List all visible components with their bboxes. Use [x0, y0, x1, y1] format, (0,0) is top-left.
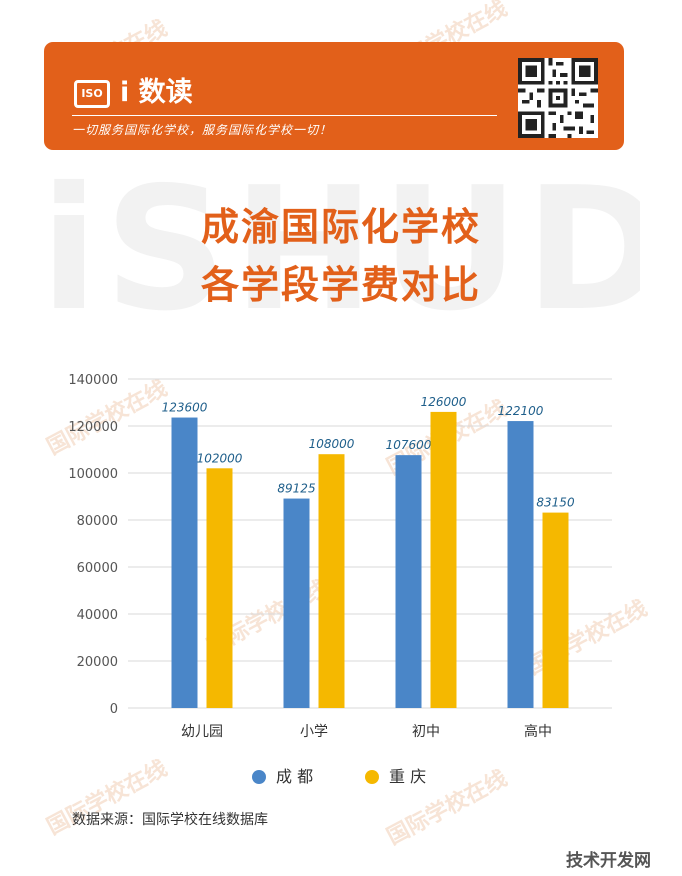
legend-label: 重 庆: [389, 767, 427, 786]
y-tick-label: 60000: [77, 561, 118, 576]
bar: [395, 455, 422, 708]
y-tick-label: 120000: [68, 420, 118, 435]
x-tick-label: 小学: [300, 724, 328, 740]
data-label: 107600: [386, 438, 432, 452]
data-label: 108000: [309, 437, 355, 451]
page-title-line-1: 成渝国际化学校: [200, 205, 481, 249]
y-tick-label: 0: [110, 702, 118, 717]
bar: [171, 417, 198, 708]
banner-divider: [72, 115, 497, 116]
x-tick-label: 初中: [412, 723, 440, 740]
slogan: 一切服务国际化学校，服务国际化学校一切！: [72, 123, 333, 137]
brand-name: i 数读: [120, 77, 193, 108]
data-source-note: 数据来源：国际学校在线数据库: [72, 812, 268, 828]
data-label: 89125: [277, 482, 315, 496]
bar: [507, 421, 534, 708]
y-tick-label: 40000: [77, 608, 118, 623]
bar: [318, 454, 345, 708]
header-banner: ISO i 数读 一切服务国际化学校，服务国际化学校一切！: [44, 42, 624, 150]
legend-dot-icon: [365, 770, 379, 784]
bar: [542, 512, 569, 708]
bar: [430, 411, 457, 708]
legend-item-chengdu: 成 都: [252, 763, 313, 787]
y-tick-label: 20000: [77, 655, 118, 670]
corner-watermark: 技术开发网: [566, 851, 651, 871]
data-label: 123600: [162, 401, 208, 415]
y-tick-label: 100000: [68, 467, 118, 482]
data-label: 126000: [421, 395, 467, 409]
legend-item-chongqing: 重 庆: [365, 763, 426, 787]
qr-code-icon: [518, 58, 598, 138]
data-label: 83150: [536, 496, 575, 510]
data-label: 122100: [498, 404, 544, 418]
iso-logo: ISO: [74, 80, 110, 108]
x-tick-label: 幼儿园: [181, 724, 223, 740]
y-tick-label: 140000: [68, 373, 118, 388]
page-title-line-2: 各学段学费对比: [200, 263, 481, 307]
legend-label: 成 都: [276, 767, 314, 786]
background-watermark: iSHUDU: [40, 165, 640, 335]
bar: [283, 498, 310, 708]
y-tick-label: 80000: [77, 514, 118, 529]
data-label: 102000: [197, 451, 243, 465]
bar-chart: 0 20000 40000 60000 80000 100000 120000 140000 1…: [68, 373, 612, 740]
bar: [206, 468, 233, 708]
legend-dot-icon: [252, 770, 266, 784]
x-tick-label: 高中: [524, 723, 552, 740]
